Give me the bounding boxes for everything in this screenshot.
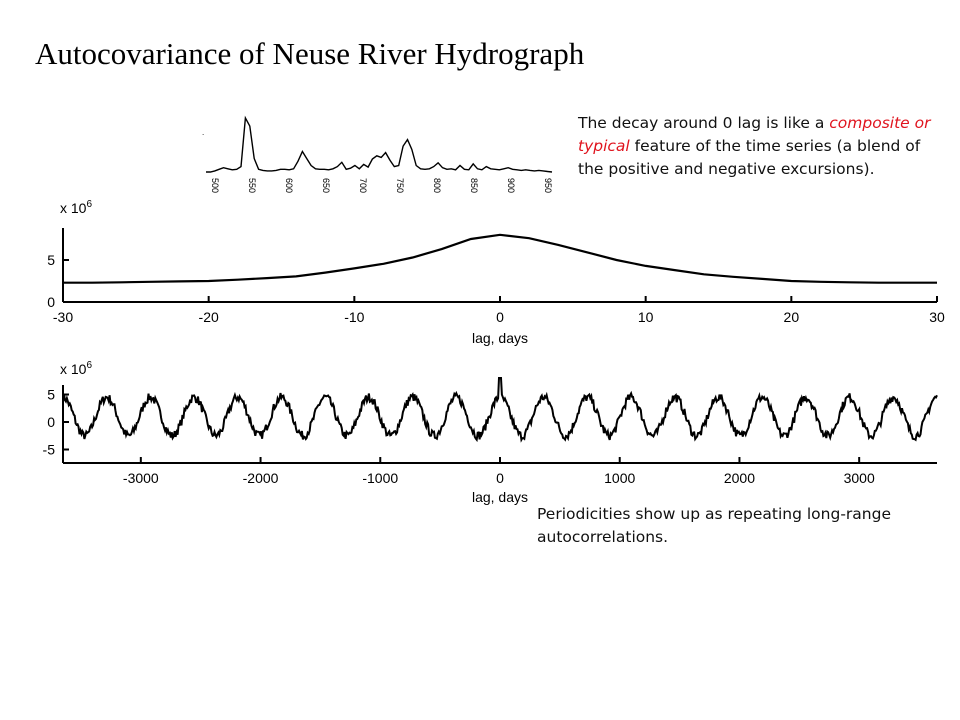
x-tick-label: 10 xyxy=(638,309,654,325)
x-tick-label: 30 xyxy=(929,309,945,325)
annotation-top-part2: feature of the time series (a blend of t… xyxy=(578,137,921,178)
inset-tick-labels: 500 550 600 650 700 750 800 850 900 950 xyxy=(210,178,553,193)
x-tick-label: 3000 xyxy=(844,470,875,486)
x-tick-label: -30 xyxy=(53,309,73,325)
inset-tick-label: 650 xyxy=(321,178,331,193)
inset-tick-label: 750 xyxy=(395,178,405,193)
annotation-bottom: Periodicities show up as repeating long-… xyxy=(537,505,891,546)
chart2-ylabel: x 106 xyxy=(60,360,92,377)
inset-dot: . xyxy=(202,128,204,137)
inset-tick-label: 950 xyxy=(543,178,553,193)
chart-short-lag: x 106 -30 -20 -10 0 10 20 30 0 5 lag, days xyxy=(47,199,945,346)
chart-long-lag: x 106 -3000 -2000 -1000 0 1000 2000 3000 -5 0 5 l… xyxy=(43,360,938,505)
annotation-top: The decay around 0 lag is like a composi… xyxy=(578,112,938,181)
x-tick-label: 20 xyxy=(784,309,800,325)
inset-tick-label: 800 xyxy=(432,178,442,193)
y-tick-label: 5 xyxy=(47,252,55,268)
chart1-xlabel: lag, days xyxy=(472,330,528,346)
y-tick-label: -5 xyxy=(43,442,56,458)
y-tick-label: 5 xyxy=(47,387,55,403)
chart1-series-line xyxy=(63,233,937,284)
x-tick-label: -20 xyxy=(199,309,219,325)
x-tick-label: -1000 xyxy=(362,470,398,486)
inset-tick-label: 900 xyxy=(506,178,516,193)
inset-tick-label: 850 xyxy=(469,178,479,193)
chart2-ticks: -3000 -2000 -1000 0 1000 2000 3000 -5 0 5 xyxy=(43,387,875,487)
inset-tick-label: 550 xyxy=(247,178,257,193)
chart1-ylabel: x 106 xyxy=(60,199,92,216)
x-tick-label: 2000 xyxy=(724,470,755,486)
chart1-ticks: -30 -20 -10 0 10 20 30 0 5 xyxy=(47,252,945,325)
y-tick-label: 0 xyxy=(47,294,55,310)
annotation-top-highlight: composite or typical xyxy=(578,114,931,155)
x-tick-label: 0 xyxy=(496,309,504,325)
y-tick-label: 0 xyxy=(47,414,55,430)
annotation-top-part1: The decay around 0 lag is like a xyxy=(578,114,825,132)
x-tick-label: 1000 xyxy=(604,470,635,486)
chart2-xlabel: lag, days xyxy=(472,489,528,505)
chart2-series-line xyxy=(62,377,938,443)
inset-tick-label: 700 xyxy=(358,178,368,193)
inset-series-line xyxy=(206,115,553,173)
x-tick-label: -2000 xyxy=(243,470,279,486)
x-tick-label: -10 xyxy=(344,309,364,325)
inset-hydrograph: . 500 550 600 650 700 750 800 850 900 950 xyxy=(202,115,553,193)
page-title: Autocovariance of Neuse River Hydrograph xyxy=(35,36,585,71)
inset-tick-label: 500 xyxy=(210,178,220,193)
x-tick-label: -3000 xyxy=(123,470,159,486)
x-tick-label: 0 xyxy=(496,470,504,486)
inset-tick-label: 600 xyxy=(284,178,294,193)
